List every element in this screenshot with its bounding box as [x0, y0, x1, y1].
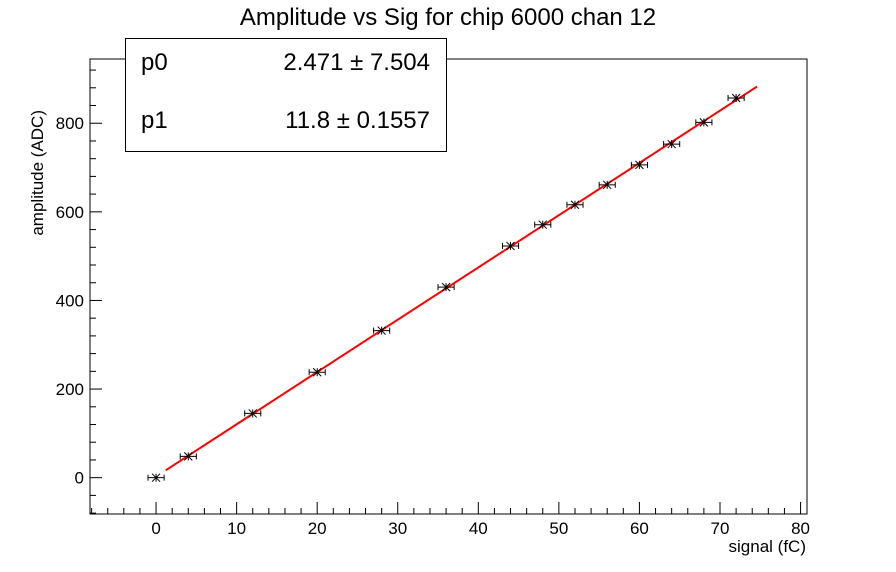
stat-row-p0: p0 2.471 ± 7.504: [126, 49, 446, 89]
y-tick-label: 0: [75, 469, 84, 488]
y-tick-label: 200: [56, 380, 84, 399]
y-tick-label: 800: [56, 114, 84, 133]
stat-row-p1: p1 11.8 ± 0.1557: [126, 107, 446, 147]
data-point: [244, 409, 262, 418]
fit-line: [165, 85, 758, 472]
fit-line-group: [165, 85, 758, 472]
x-tick-label: 30: [388, 519, 407, 538]
x-tick-label: 0: [151, 519, 160, 538]
x-tick-label: 10: [227, 519, 246, 538]
x-tick-label: 60: [630, 519, 649, 538]
data-point: [147, 473, 165, 483]
x-tick-label: 50: [549, 519, 568, 538]
data-point: [437, 282, 455, 292]
data-point: [566, 200, 584, 210]
x-tick-label: 40: [469, 519, 488, 538]
stat-value: 11.8 ± 0.1557: [285, 107, 430, 134]
x-tick-label: 20: [308, 519, 327, 538]
stat-value: 2.471 ± 7.504: [283, 49, 430, 76]
data-point: [501, 241, 520, 251]
data-point: [598, 180, 616, 190]
stat-name: p0: [141, 49, 168, 76]
data-point: [695, 118, 713, 127]
data-point: [727, 93, 745, 103]
y-axis-label: amplitude (ADC): [28, 110, 47, 236]
data-point: [373, 326, 391, 335]
x-tick-label: 70: [711, 519, 730, 538]
y-tick-label: 600: [56, 203, 84, 222]
x-tick-label: 80: [791, 519, 810, 538]
data-point: [534, 220, 552, 230]
data-point: [663, 139, 681, 149]
data-point: [179, 452, 197, 461]
y-tick-label: 400: [56, 291, 84, 310]
x-axis-label: signal (fC): [728, 537, 806, 556]
data-point: [308, 367, 326, 377]
fit-stats-box: p0 2.471 ± 7.504 p1 11.8 ± 0.1557: [125, 38, 447, 152]
chart-title: Amplitude vs Sig for chip 6000 chan 12: [239, 4, 657, 31]
data-point: [630, 160, 648, 170]
plot-frame-border: [89, 58, 808, 515]
data-points: [147, 93, 745, 483]
stat-name: p1: [141, 107, 168, 134]
